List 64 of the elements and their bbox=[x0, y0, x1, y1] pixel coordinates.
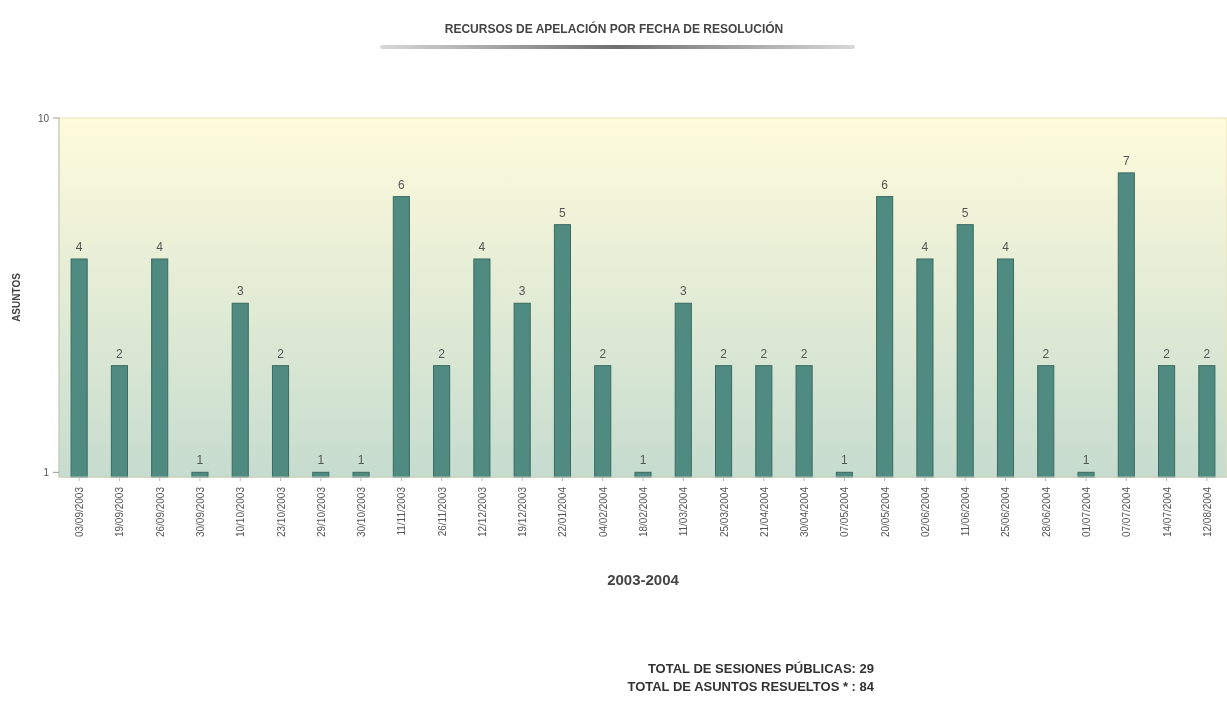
x-tick-label: 18/02/2004 bbox=[638, 486, 649, 538]
data-label: 2 bbox=[760, 346, 768, 361]
x-tick-label: 11/11/2003 bbox=[396, 486, 408, 536]
x-tick-label: 07/07/2004 bbox=[1121, 486, 1133, 538]
data-label: 4 bbox=[921, 240, 929, 254]
x-tick-label: 30/04/2004 bbox=[799, 486, 811, 538]
data-label: 5 bbox=[559, 205, 567, 220]
data-label: 7 bbox=[1122, 153, 1130, 168]
x-tick-label: 30/09/2003 bbox=[194, 486, 206, 538]
data-label: 1 bbox=[1082, 453, 1090, 468]
y-axis-title: ASUNTOS bbox=[11, 272, 22, 322]
data-label: 4 bbox=[75, 240, 83, 254]
x-tick-label: 30/10/2003 bbox=[356, 486, 368, 538]
x-tick-label: 02/06/2004 bbox=[919, 486, 931, 538]
x-tick-label: 01/07/2004 bbox=[1081, 486, 1093, 538]
x-tick-label: 26/09/2003 bbox=[154, 486, 166, 538]
x-tick-label: 21/04/2004 bbox=[758, 486, 770, 538]
data-label: 2 bbox=[1163, 346, 1171, 361]
x-tick-label: 19/12/2003 bbox=[517, 486, 529, 538]
x-tick-label: 03/09/2003 bbox=[74, 486, 86, 538]
data-label: 4 bbox=[478, 240, 486, 254]
x-tick-label: 14/07/2004 bbox=[1161, 486, 1173, 538]
data-label: 3 bbox=[518, 284, 526, 299]
text: TOTAL DE ASUNTOS RESUELTOS * : 84 bbox=[627, 679, 875, 694]
x-tick-label: 04/02/2004 bbox=[597, 486, 609, 538]
data-label: 2 bbox=[1203, 346, 1211, 361]
data-label: 1 bbox=[841, 453, 849, 468]
data-label: 2 bbox=[438, 346, 446, 361]
x-tick-label: 12/08/2004 bbox=[1201, 486, 1213, 538]
x-tick-label: 29/10/2003 bbox=[315, 486, 327, 538]
data-label: 1 bbox=[357, 453, 365, 468]
chart-title: RECURSOS DE APELACIÓN POR FECHA DE RESOLUCIÓN bbox=[444, 21, 784, 36]
x-tick-label: 25/06/2004 bbox=[1000, 486, 1012, 538]
x-tick-label: 11/06/2004 bbox=[960, 486, 972, 537]
data-label: 5 bbox=[961, 205, 969, 220]
data-label: 2 bbox=[720, 346, 728, 361]
y-tick-label: 10 bbox=[37, 112, 50, 124]
x-axis-title: 2003-2004 bbox=[607, 571, 680, 588]
data-label: 1 bbox=[639, 453, 647, 468]
x-tick-label: 20/05/2004 bbox=[879, 486, 891, 538]
x-tick-label: 28/06/2004 bbox=[1040, 486, 1052, 538]
data-label: 4 bbox=[156, 240, 164, 254]
x-tick-label: 23/10/2003 bbox=[275, 486, 287, 538]
x-tick-label: 25/03/2004 bbox=[718, 486, 730, 538]
data-label: 4 bbox=[1002, 240, 1010, 254]
x-tick-label: 11/03/2004 bbox=[678, 486, 690, 537]
data-label: 6 bbox=[881, 177, 889, 192]
x-tick-label: 22/01/2004 bbox=[557, 486, 569, 538]
data-label: 2 bbox=[116, 346, 124, 361]
data-label: 2 bbox=[277, 346, 285, 361]
x-tick-label: 10/10/2003 bbox=[235, 486, 247, 538]
data-label: 1 bbox=[196, 453, 204, 468]
data-label: 3 bbox=[236, 284, 244, 299]
data-label: 2 bbox=[1042, 346, 1050, 361]
data-label: 2 bbox=[800, 346, 808, 361]
x-tick-label: 19/09/2003 bbox=[114, 486, 126, 538]
data-label: 3 bbox=[679, 284, 687, 299]
data-label: 6 bbox=[398, 177, 405, 192]
x-tick-label: 12/12/2003 bbox=[476, 486, 488, 538]
x-tick-label: 26/11/2003 bbox=[436, 486, 448, 537]
data-label: 1 bbox=[317, 453, 325, 468]
text: TOTAL DE SESIONES PÚBLICAS: 29 bbox=[647, 661, 874, 676]
x-tick-label: 07/05/2004 bbox=[839, 486, 851, 538]
data-label: 2 bbox=[599, 346, 607, 361]
